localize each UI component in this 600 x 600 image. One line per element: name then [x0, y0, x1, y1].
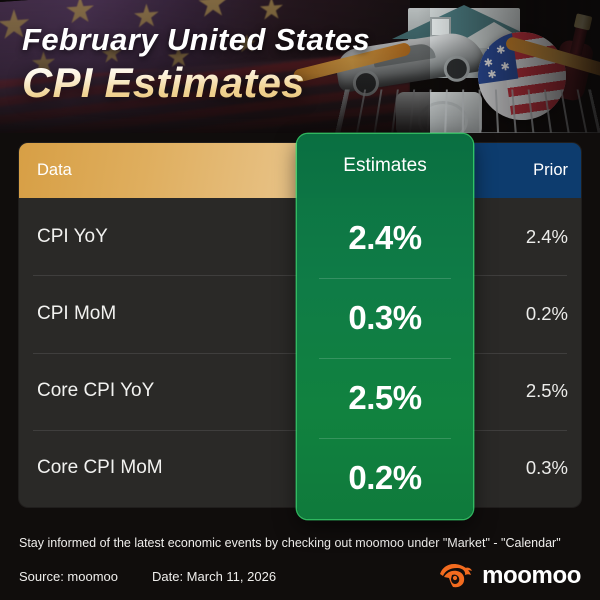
table-row: CPI YoY 2.4% — [19, 198, 581, 275]
row-label: CPI YoY — [37, 225, 108, 247]
estimates-highlight-card: Estimates 2.4% 0.3% 2.5% 0.2% — [297, 134, 473, 519]
footer-note: Stay informed of the latest economic eve… — [19, 536, 561, 550]
moomoo-brand: moomoo — [438, 562, 581, 590]
estimate-cell: 0.3% — [297, 278, 473, 358]
footer-date: Date: March 11, 2026 — [152, 568, 277, 584]
banner-right-shade — [340, 0, 600, 133]
page-title: February United States CPI Estimates — [22, 22, 370, 107]
estimate-cell: 2.5% — [297, 358, 473, 438]
row-label: CPI MoM — [37, 302, 117, 324]
column-header-data: Data — [19, 143, 298, 198]
title-line-1: February United States — [22, 22, 371, 57]
row-label: Core CPI MoM — [37, 457, 163, 479]
footer: Stay informed of the latest economic eve… — [19, 536, 581, 590]
row-label: Core CPI YoY — [37, 380, 155, 402]
row-prior: 0.3% — [525, 457, 568, 479]
footer-source: Source: moomoo — [19, 568, 118, 584]
estimate-cell: 0.2% — [297, 438, 473, 518]
estimates-card-rows: 2.4% 0.3% 2.5% 0.2% — [297, 198, 473, 518]
estimate-value: 2.5% — [348, 379, 422, 416]
moomoo-bull-logo-icon — [440, 564, 473, 588]
estimate-value: 2.4% — [348, 219, 422, 256]
brand-name: moomoo — [482, 562, 581, 589]
estimate-value: 0.3% — [348, 299, 422, 336]
row-prior: 2.5% — [525, 380, 568, 402]
footer-meta-row: Source: moomoo Date: March 11, 2026 moom… — [19, 562, 581, 590]
column-header-prior: Prior — [474, 143, 581, 198]
banner: ★ ★ ★ ★ ★ ★ ★ ★ ★ — [0, 0, 600, 133]
title-line-2: CPI Estimates — [22, 59, 370, 107]
row-prior: 2.4% — [525, 225, 568, 247]
estimates-card-title: Estimates — [297, 134, 473, 198]
row-prior: 0.2% — [525, 302, 568, 324]
estimate-cell: 2.4% — [297, 198, 473, 278]
estimate-value: 0.2% — [348, 459, 422, 496]
